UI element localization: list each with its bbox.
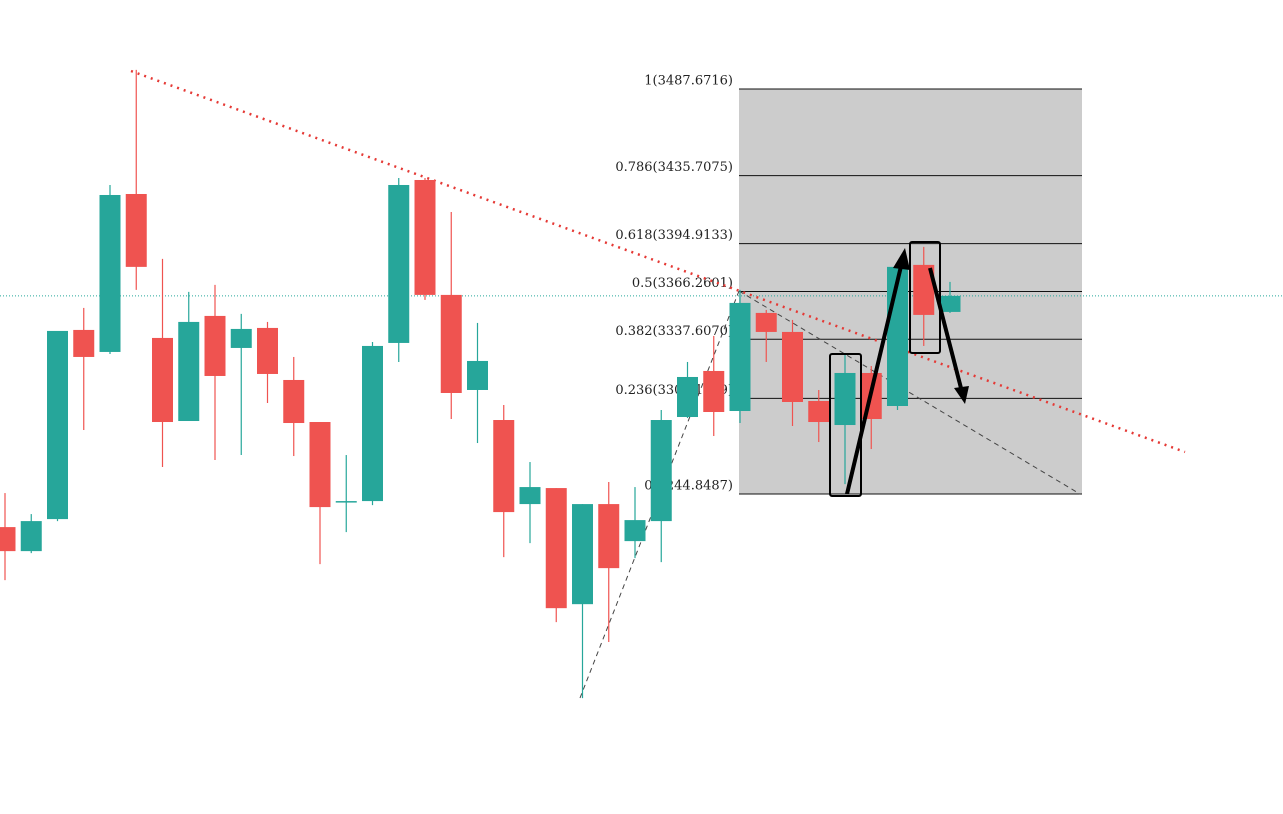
fib-level-label: 0.618(3394.9133) — [615, 228, 733, 243]
candle-body — [47, 330, 68, 520]
candle-body — [913, 264, 935, 315]
candles — [0, 69, 961, 699]
candle-body — [73, 329, 95, 357]
trend-line — [130, 69, 1186, 454]
candle-body — [257, 327, 278, 374]
candle-body — [519, 487, 541, 505]
candle-body — [782, 331, 803, 402]
candle-body — [650, 420, 672, 522]
candle-body — [729, 302, 751, 412]
candle-body — [598, 504, 620, 569]
candle-body — [703, 370, 725, 413]
candle-body — [493, 420, 515, 513]
candle-body — [309, 422, 331, 508]
candle-body — [335, 501, 357, 503]
arrow — [845, 261, 904, 495]
candle-body — [388, 184, 410, 343]
candle-body — [808, 400, 830, 423]
arrow-head — [893, 248, 910, 270]
candle-body — [834, 372, 856, 426]
fib-trend-line — [738, 290, 1081, 495]
candle-body — [99, 194, 121, 352]
highlight-box — [909, 241, 941, 354]
candle-body — [677, 376, 698, 418]
arrow — [928, 267, 964, 393]
candle-body — [414, 179, 436, 295]
candle-body — [624, 520, 646, 542]
candle-body — [755, 312, 777, 332]
candle-body — [178, 321, 200, 422]
arrow-head — [954, 386, 969, 404]
fib-level-label: 0.382(3337.6070) — [615, 324, 733, 339]
candle-body — [0, 527, 16, 552]
candle-body — [204, 315, 226, 376]
candle-body — [939, 295, 961, 312]
fib-level-label: 0.786(3435.7075) — [615, 160, 733, 175]
fib-level-label: 0.5(3366.2601) — [632, 276, 733, 291]
candle-body — [283, 379, 305, 424]
candle-body — [152, 337, 173, 423]
candle-body — [230, 328, 252, 348]
candle-body — [545, 488, 567, 609]
fib-level-label: 1(3487.6716) — [644, 73, 733, 88]
candle-body — [20, 521, 42, 552]
candle-body — [467, 360, 488, 390]
candle-body — [572, 504, 593, 605]
highlight-box — [829, 353, 862, 497]
candle-body — [362, 345, 383, 502]
candle-body — [440, 294, 462, 393]
candle-body — [125, 193, 147, 267]
